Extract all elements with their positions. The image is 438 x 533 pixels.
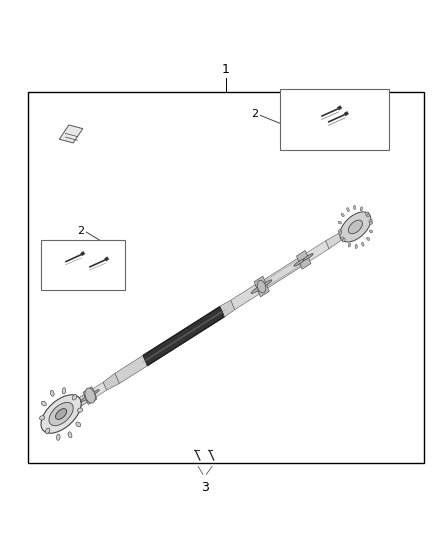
Polygon shape <box>220 300 235 317</box>
Polygon shape <box>144 308 224 365</box>
Ellipse shape <box>50 390 54 396</box>
Polygon shape <box>83 387 97 405</box>
Ellipse shape <box>366 212 368 215</box>
Ellipse shape <box>353 205 356 209</box>
Text: 2: 2 <box>251 109 258 119</box>
Polygon shape <box>66 394 87 414</box>
Ellipse shape <box>342 239 345 242</box>
Polygon shape <box>340 227 349 239</box>
Ellipse shape <box>360 207 363 211</box>
Ellipse shape <box>369 222 373 224</box>
Ellipse shape <box>348 220 362 234</box>
Ellipse shape <box>341 213 344 217</box>
Ellipse shape <box>78 408 83 413</box>
Ellipse shape <box>85 388 95 403</box>
Ellipse shape <box>76 422 81 427</box>
Polygon shape <box>59 125 83 143</box>
Polygon shape <box>254 276 269 297</box>
Polygon shape <box>144 308 224 364</box>
Polygon shape <box>264 259 301 288</box>
Ellipse shape <box>348 243 350 247</box>
Ellipse shape <box>41 395 81 433</box>
Bar <box>280 89 389 150</box>
Polygon shape <box>326 232 343 249</box>
Ellipse shape <box>367 237 370 240</box>
Ellipse shape <box>294 259 305 266</box>
Polygon shape <box>144 309 223 364</box>
Polygon shape <box>297 251 311 269</box>
Ellipse shape <box>62 387 66 394</box>
Ellipse shape <box>338 221 342 224</box>
Polygon shape <box>115 356 148 384</box>
Polygon shape <box>143 306 225 366</box>
Ellipse shape <box>369 230 373 233</box>
Ellipse shape <box>367 214 370 217</box>
Text: 3: 3 <box>201 481 209 494</box>
Ellipse shape <box>49 402 73 426</box>
Bar <box>28 92 424 463</box>
Ellipse shape <box>338 230 342 232</box>
Polygon shape <box>145 310 223 362</box>
Ellipse shape <box>42 401 46 406</box>
Polygon shape <box>307 241 329 261</box>
Ellipse shape <box>341 237 344 240</box>
Ellipse shape <box>260 280 272 288</box>
Polygon shape <box>143 307 224 365</box>
Polygon shape <box>231 285 259 310</box>
Ellipse shape <box>72 394 77 400</box>
Ellipse shape <box>303 254 313 261</box>
Ellipse shape <box>39 416 45 420</box>
Text: 1: 1 <box>222 62 230 76</box>
Ellipse shape <box>369 219 372 222</box>
Ellipse shape <box>68 432 72 438</box>
Ellipse shape <box>89 390 99 396</box>
Polygon shape <box>93 382 106 397</box>
Text: 2: 2 <box>77 226 84 236</box>
Ellipse shape <box>46 428 50 433</box>
Ellipse shape <box>56 409 67 419</box>
Ellipse shape <box>355 244 357 248</box>
Polygon shape <box>145 311 223 361</box>
Ellipse shape <box>81 395 91 402</box>
Ellipse shape <box>57 434 60 440</box>
Ellipse shape <box>339 232 342 235</box>
Ellipse shape <box>257 280 266 293</box>
Polygon shape <box>103 373 120 390</box>
Bar <box>41 240 125 290</box>
Ellipse shape <box>251 285 264 294</box>
Ellipse shape <box>347 208 349 212</box>
Ellipse shape <box>340 212 371 242</box>
Ellipse shape <box>361 243 364 246</box>
